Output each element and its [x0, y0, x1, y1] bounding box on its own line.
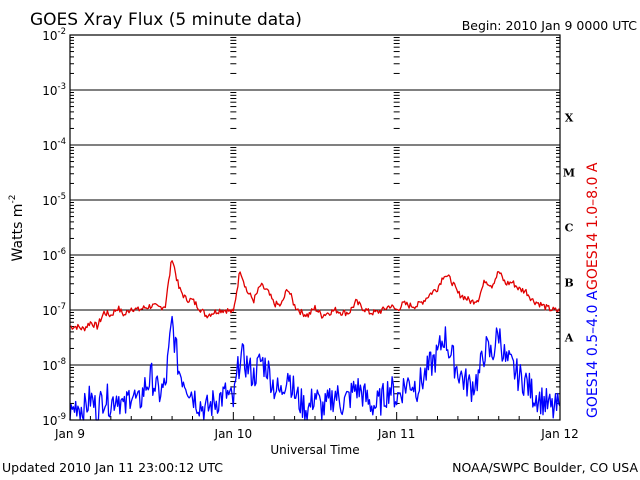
y-axis-label: Watts m — [10, 204, 26, 262]
y-axis-label-superscript: -2 — [8, 195, 18, 204]
flare-class-label: B — [564, 277, 573, 290]
series-lines — [69, 260, 561, 421]
y-tick-label: 10-8 — [42, 357, 66, 373]
y-tick-base: 10 — [42, 84, 57, 98]
x-tick-label: Jan 10 — [214, 427, 253, 441]
flare-class-label: X — [565, 112, 574, 125]
x-tick-label: Jan 12 — [540, 427, 579, 441]
updated-timestamp: Updated 2010 Jan 11 23:00:12 UTC — [2, 460, 223, 475]
y-tick-label: 10-2 — [42, 27, 66, 43]
y-tick-exp: -5 — [58, 192, 66, 202]
y-tick-base: 10 — [42, 194, 57, 208]
flare-class-label: A — [564, 332, 574, 345]
chart-title: GOES Xray Flux (5 minute data) — [30, 10, 302, 30]
y-tick-base: 10 — [42, 139, 57, 153]
y-tick-base: 10 — [42, 304, 57, 318]
x-axis-ticks: Jan 9 Jan 10 Jan 11 Jan 12 — [54, 412, 579, 441]
y-tick-exp: -3 — [58, 82, 66, 92]
y-axis-title: Watts m-2 — [8, 195, 26, 262]
y-tick-label: 10-6 — [42, 247, 66, 263]
decade-grid — [70, 89, 560, 366]
flare-class-label: C — [565, 222, 574, 235]
y-tick-label: 10-3 — [42, 82, 66, 98]
y-tick-exp: -6 — [58, 247, 66, 257]
y-tick-exp: -4 — [58, 137, 66, 147]
y-tick-label: 10-7 — [42, 302, 66, 318]
y-tick-base: 10 — [42, 249, 57, 263]
legend-goes14-long: GOES14 1.0–8.0 A — [585, 162, 601, 290]
flare-class-label: M — [563, 167, 575, 180]
x-tick-label: Jan 11 — [377, 427, 416, 441]
legend-goes14-short: GOES14 0.5–4.0 A — [585, 290, 601, 418]
day-divider-ticks — [230, 37, 400, 421]
y-tick-label: 10-4 — [42, 137, 66, 153]
x-tick-label: Jan 9 — [54, 427, 85, 441]
y-tick-exp: -8 — [58, 357, 66, 367]
y-tick-exp: -7 — [58, 302, 66, 312]
series-line-0 — [69, 260, 561, 332]
y-tick-label: 10-5 — [42, 192, 66, 208]
y-tick-base: 10 — [42, 414, 57, 428]
series-line-1 — [69, 315, 561, 421]
y-tick-label: 10-9 — [42, 412, 66, 428]
y-tick-base: 10 — [42, 29, 57, 43]
y-axis-ticks: 10-210-310-410-510-610-710-810-9 — [42, 27, 560, 428]
y-tick-exp: -2 — [58, 27, 66, 37]
credit-label: NOAA/SWPC Boulder, CO USA — [452, 460, 638, 475]
plot-frame — [69, 34, 561, 421]
flare-class-labels: X M C B A — [563, 112, 575, 345]
begin-label: Begin: 2010 Jan 9 0000 UTC — [462, 18, 638, 33]
x-axis-title: Universal Time — [270, 443, 359, 457]
y-tick-base: 10 — [42, 359, 57, 373]
y-tick-exp: -9 — [58, 412, 66, 422]
